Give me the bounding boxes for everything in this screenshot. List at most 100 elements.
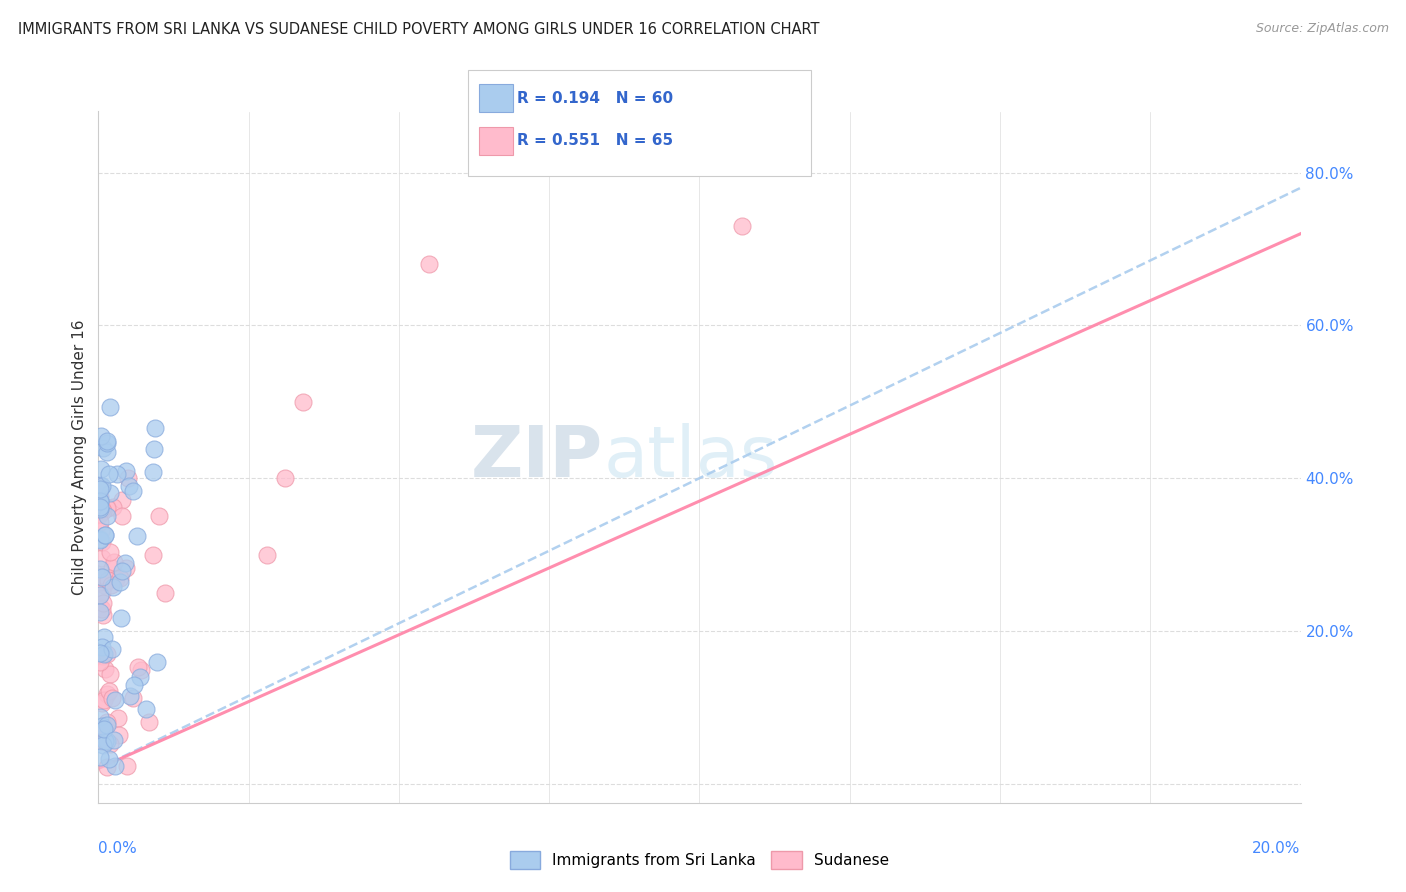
Point [97,573,120,587]
Point [89,533,111,547]
Point [89,750,111,764]
Point [89,515,111,529]
Point [111,564,134,578]
Point [121,691,143,706]
Point [142,465,165,479]
Point [127,660,149,674]
Point [90,478,112,492]
Point [97,752,120,766]
Text: R = 0.194   N = 60: R = 0.194 N = 60 [517,91,673,105]
Point [98,737,121,751]
Point [129,670,152,684]
Point [90,570,112,584]
Point [90,428,112,442]
Point [122,677,145,691]
Point [110,611,132,625]
Point [89,500,111,515]
Point [89,710,111,724]
Point [96,509,118,524]
Point [148,509,170,524]
Point [291,394,314,409]
Point [98,467,121,481]
Text: R = 0.551   N = 65: R = 0.551 N = 65 [517,134,673,148]
Point [98,684,121,698]
Point [96,734,118,748]
Point [89,588,111,602]
Point [108,729,131,743]
Point [114,556,136,570]
Point [103,733,125,747]
Point [125,529,148,543]
Point [89,646,111,660]
Text: 20.0%: 20.0% [1253,841,1301,856]
Point [274,471,297,485]
Point [141,548,163,562]
Point [153,586,176,600]
Point [93,607,115,622]
Point [90,731,112,746]
Point [89,507,111,521]
Point [89,502,111,516]
Point [96,714,118,729]
Point [105,467,128,482]
Point [93,722,115,736]
Point [89,500,111,514]
Point [90,502,112,516]
Point [90,734,112,748]
Point [91,504,114,518]
Point [89,479,111,493]
Point [135,702,157,716]
Text: ZIP: ZIP [471,423,603,491]
Point [114,561,136,575]
Point [89,494,111,508]
Point [104,572,127,586]
Point [89,490,111,504]
Point [117,471,139,485]
Point [101,560,124,574]
Point [90,524,112,539]
Point [103,759,125,773]
Point [91,597,114,611]
Point [91,585,114,599]
Point [104,693,127,707]
Point [143,420,166,434]
Text: 0.0%: 0.0% [98,841,138,856]
Point [89,483,111,497]
Point [89,533,111,547]
Point [89,569,111,583]
Point [103,555,125,569]
Point [96,445,118,459]
Point [131,663,153,677]
Point [91,734,114,748]
Point [121,484,143,499]
Point [91,649,114,664]
Point [89,655,111,669]
Point [93,648,115,662]
Point [90,722,112,736]
Point [96,648,118,662]
Point [418,257,440,271]
Point [103,580,125,594]
Point [90,640,112,654]
Point [101,500,124,514]
Point [89,575,111,590]
Point [96,434,118,449]
Point [100,545,122,559]
Point [100,667,122,681]
Point [107,711,129,725]
Point [108,574,131,589]
Text: IMMIGRANTS FROM SRI LANKA VS SUDANESE CHILD POVERTY AMONG GIRLS UNDER 16 CORRELA: IMMIGRANTS FROM SRI LANKA VS SUDANESE CH… [18,22,820,37]
Point [96,687,118,701]
Point [89,478,111,492]
Point [143,442,166,456]
Point [146,655,169,669]
Y-axis label: Child Poverty Among Girls Under 16: Child Poverty Among Girls Under 16 [72,319,87,595]
Text: atlas: atlas [603,423,778,491]
Point [114,463,136,477]
Point [91,738,114,752]
Point [256,548,278,562]
Point [96,436,118,450]
Point [93,528,115,542]
Point [101,690,124,705]
Point [96,501,118,516]
